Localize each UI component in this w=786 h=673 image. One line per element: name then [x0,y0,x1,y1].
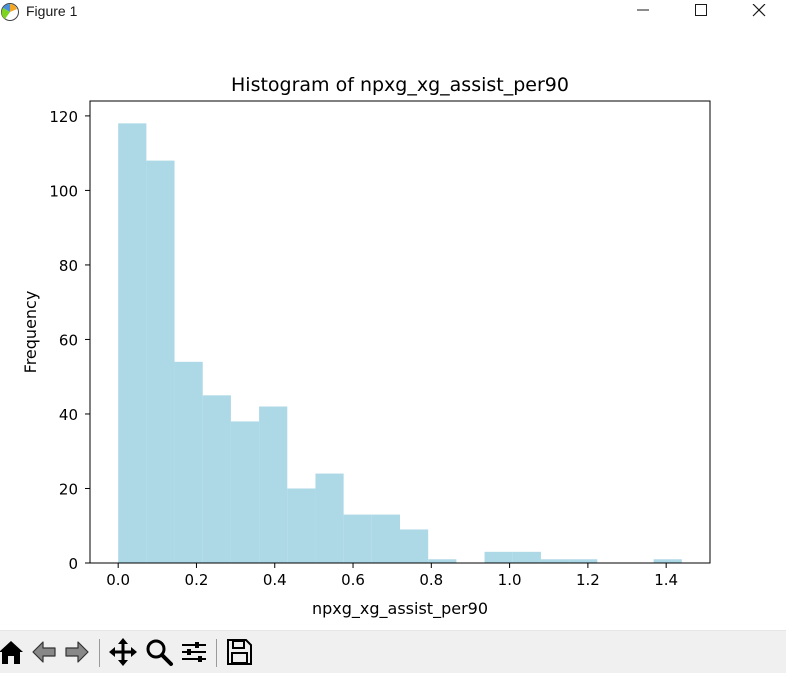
home-icon [0,641,23,664]
histogram-bar [118,123,147,564]
zoom-button[interactable] [144,637,174,667]
histogram-bar [202,395,231,563]
close-button[interactable] [736,0,782,24]
window-titlebar: Figure 1 [0,0,786,28]
x-tick-label: 0.4 [263,571,287,589]
histogram-bar [540,559,570,563]
pan-icon [109,638,137,666]
x-tick-label: 1.2 [576,571,600,589]
window-title: Figure 1 [26,3,78,19]
x-tick-label: 0.6 [341,571,365,589]
forward-arrow-icon [65,641,89,663]
histogram-bar [259,406,288,563]
configure-subplots-button[interactable] [179,637,209,667]
home-button[interactable] [0,637,26,667]
toolbar-separator [99,639,100,667]
y-tick-label: 40 [59,406,78,424]
back-button[interactable] [29,637,59,667]
histogram-bar [287,488,316,563]
save-button[interactable] [224,637,254,667]
x-tick-label: 0.0 [106,571,130,589]
x-axis-label: npxg_xg_assist_per90 [312,599,488,619]
y-tick-label: 60 [59,331,78,349]
histogram-bar [174,361,203,563]
toolbar-separator [216,639,217,667]
x-tick-label: 1.0 [498,571,522,589]
chart-title: Histogram of npxg_xg_assist_per90 [231,74,569,96]
navigation-toolbar [0,630,786,673]
histogram-bar [371,514,400,563]
zoom-icon [146,639,173,666]
close-icon [752,4,766,17]
y-tick-label: 20 [59,480,78,498]
histogram-chart: Histogram of npxg_xg_assist_per90 0.0 0.2… [21,74,711,619]
figure-canvas[interactable]: Histogram of npxg_xg_assist_per90 0.0 0.2… [0,28,786,630]
x-tick-label: 1.4 [654,571,678,589]
y-tick-label: 120 [49,108,78,126]
maximize-icon [695,4,707,16]
histogram-bar [400,529,429,563]
histogram-bar [569,559,598,563]
x-tick-label: 0.8 [419,571,443,589]
pan-button[interactable] [108,637,138,667]
y-tick-label: 100 [49,182,78,200]
y-axis-label: Frequency [21,291,40,374]
minimize-button[interactable] [620,0,666,24]
histogram-bar [484,551,513,563]
configure-subplots-icon [182,642,206,662]
histogram-bar [512,551,541,563]
minimize-icon [637,9,649,11]
matplotlib-app-icon [1,3,19,21]
histogram-bar [146,160,175,563]
histogram-bar [343,514,372,563]
histogram-bar [230,421,260,563]
histogram-bar [315,473,344,563]
axes-frame [89,100,711,564]
y-tick-label: 80 [59,257,78,275]
histogram-bar [428,559,457,563]
maximize-button[interactable] [678,0,724,24]
forward-button[interactable] [62,637,92,667]
save-icon [227,639,252,665]
y-tick-label: 0 [68,555,78,573]
back-arrow-icon [32,641,56,663]
x-tick-label: 0.2 [185,571,209,589]
histogram-bar [653,559,682,563]
